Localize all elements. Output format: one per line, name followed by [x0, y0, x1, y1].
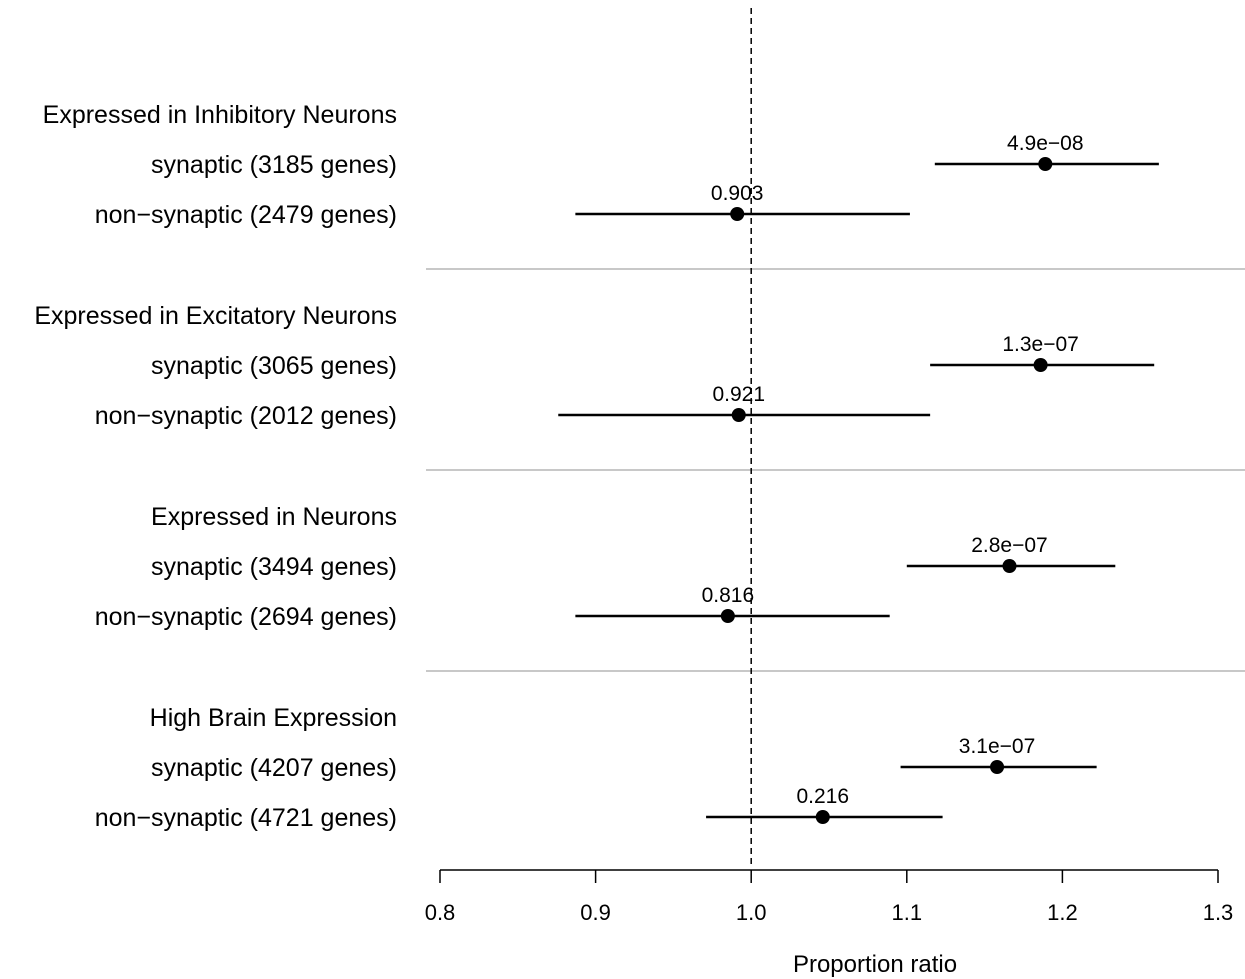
group-title: High Brain Expression [150, 704, 397, 732]
estimate-point [1038, 157, 1053, 171]
estimate-point [815, 810, 830, 824]
x-tick-label: 1.0 [736, 900, 767, 925]
x-axis-ticks: 0.8 0.9 1.0 1.1 1.2 1.3 [425, 870, 1234, 925]
estimate-point [720, 609, 735, 623]
estimates: 4.9e−08 0.903 1.3e−07 0.921 2.8e−07 0.816 3.1e… [558, 132, 1159, 824]
row-label: synaptic (4207 genes) [151, 754, 397, 782]
p-value-label: 0.816 [702, 584, 755, 607]
row-label: synaptic (3494 genes) [151, 553, 397, 581]
x-axis: 0.8 0.9 1.0 1.1 1.2 1.3 [425, 869, 1234, 925]
group-title: Expressed in Inhibitory Neurons [43, 101, 397, 129]
estimate-point [1002, 559, 1017, 573]
p-value-label: 2.8e−07 [971, 534, 1048, 557]
p-value-label: 1.3e−07 [1002, 333, 1079, 356]
estimate-point [731, 408, 746, 422]
x-tick-label: 1.2 [1047, 900, 1078, 925]
row-labels: Expressed in Inhibitory Neurons synaptic … [34, 101, 397, 832]
row-label: non−synaptic (2694 genes) [95, 603, 397, 631]
row-label: non−synaptic (2012 genes) [95, 402, 397, 430]
p-value-label: 0.903 [711, 182, 764, 205]
row-label: non−synaptic (2479 genes) [95, 201, 397, 229]
x-tick-label: 1.1 [892, 900, 923, 925]
group-title: Expressed in Neurons [151, 503, 397, 531]
estimate-point [990, 760, 1005, 774]
p-value-label: 3.1e−07 [959, 735, 1036, 758]
group-separators [426, 268, 1245, 672]
x-tick-label: 0.9 [580, 900, 611, 925]
x-axis-title: Proportion ratio [793, 951, 957, 978]
p-value-label: 4.9e−08 [1007, 132, 1084, 155]
p-value-label: 0.216 [796, 785, 849, 808]
estimate-point [1033, 358, 1048, 372]
row-label: synaptic (3185 genes) [151, 151, 397, 179]
group-title: Expressed in Excitatory Neurons [34, 302, 397, 330]
row-label: non−synaptic (4721 genes) [95, 804, 397, 832]
row-label: synaptic (3065 genes) [151, 352, 397, 380]
x-tick-label: 0.8 [425, 900, 456, 925]
p-value-label: 0.921 [712, 383, 765, 406]
x-tick-label: 1.3 [1203, 900, 1234, 925]
estimate-point [730, 207, 745, 221]
